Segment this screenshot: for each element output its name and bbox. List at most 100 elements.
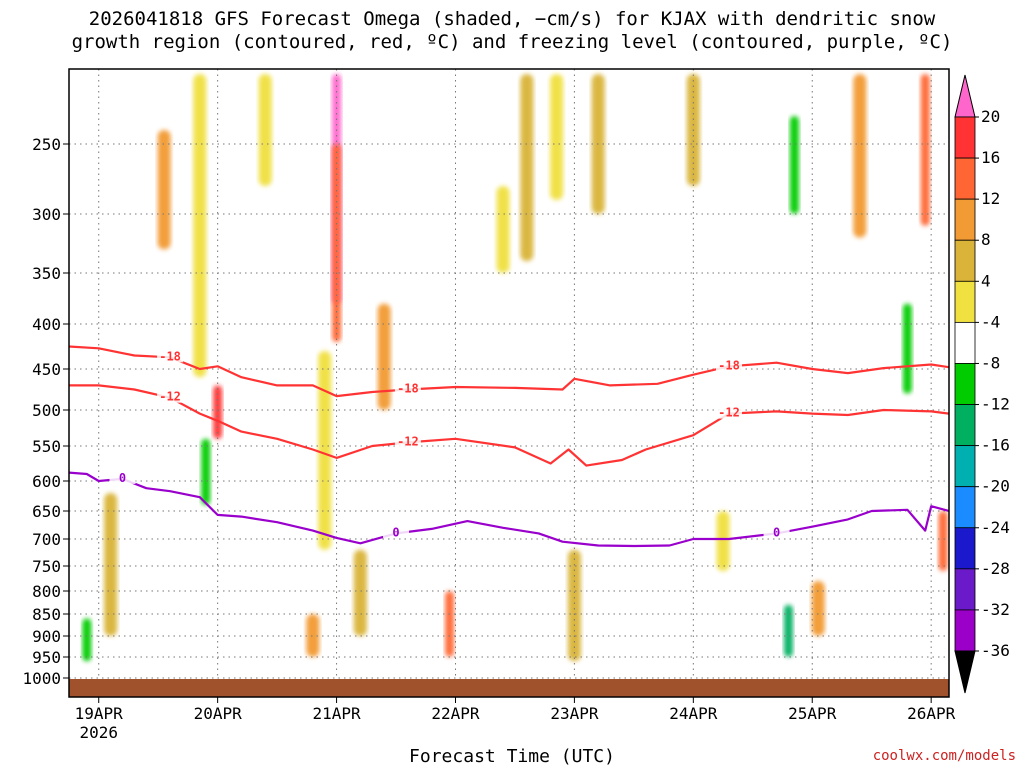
omega-patch-13	[811, 581, 825, 636]
colorbar-swatch-12	[954, 609, 976, 652]
y-tick-label-800: 800	[32, 582, 61, 601]
x-tick-label-2: 21APR	[312, 704, 361, 723]
omega-patch-4	[377, 303, 391, 410]
grid-lines	[69, 69, 949, 697]
contour-label-0-1: -18	[397, 382, 419, 396]
y-tick-label-750: 750	[32, 557, 61, 576]
colorbar-swatch-1	[954, 157, 976, 200]
colorbar-label-9: -20	[981, 477, 1010, 496]
colorbar-top-arrow	[954, 74, 976, 118]
omega-patch-28	[496, 186, 510, 273]
plot-frame	[68, 68, 950, 698]
omega-patch-9	[853, 74, 867, 238]
y-tick-label-550: 550	[32, 437, 61, 456]
y-tick-label-700: 700	[32, 530, 61, 549]
x-tick-label-0: 19APR	[75, 704, 124, 723]
chart-title-line-2: growth region (contoured, red, ºC) and f…	[71, 31, 953, 53]
omega-patch-19	[783, 604, 793, 657]
x-axis: 19APR 20APR 21APR 22APR 23APR 24APR 25APR 26APR…	[75, 697, 956, 742]
omega-patch-22	[318, 351, 332, 550]
y-tick-label-300: 300	[32, 205, 61, 224]
omega-patch-17	[82, 618, 92, 662]
colorbar-swatch-2	[954, 198, 976, 241]
contour-line-2	[69, 471, 949, 548]
contour-line-1	[69, 384, 949, 467]
colorbar-label-4: 4	[981, 271, 991, 290]
y-tick-label-650: 650	[32, 502, 61, 521]
y-tick-label-350: 350	[32, 264, 61, 283]
colorbar-label-7: -12	[981, 395, 1010, 414]
colorbar: 20 16 12 8 4 -4 -8 -12 -16 -20 -24 -28 -32 -36	[954, 74, 1010, 694]
contour-label-1-1: -12	[397, 434, 419, 448]
contour-label-bg	[157, 348, 184, 363]
x-year-label: 2026	[79, 723, 118, 742]
plot-background	[69, 69, 949, 697]
colorbar-label-13: -36	[981, 641, 1010, 660]
y-tick-label-950: 950	[32, 648, 61, 667]
y-tick-label-500: 500	[32, 401, 61, 420]
colorbar-swatch-5	[954, 321, 976, 364]
contour-label-bg	[157, 388, 184, 403]
contour-label-bg	[716, 357, 742, 372]
colorbar-label-0: 20	[981, 107, 1000, 126]
colorbar-label-11: -28	[981, 559, 1010, 578]
colorbar-swatch-6	[954, 363, 976, 405]
omega-patch-23	[550, 74, 564, 200]
colorbar-label-12: -32	[981, 600, 1010, 619]
omega-patch-27	[258, 74, 272, 186]
omega-patch-3	[157, 130, 171, 250]
y-tick-label-1000: 1000	[22, 669, 61, 688]
colorbar-bottom-arrow	[954, 650, 976, 694]
x-tick-label-4: 23APR	[550, 704, 599, 723]
colorbar-label-5: -4	[981, 312, 1000, 331]
omega-patch-11	[353, 549, 367, 636]
colorbar-swatch-9	[954, 486, 976, 529]
colorbar-label-3: 8	[981, 230, 991, 249]
x-axis-title: Forecast Time (UTC)	[409, 746, 615, 767]
y-tick-label-250: 250	[32, 135, 61, 154]
contour-label-1-2: -12	[718, 406, 740, 420]
contour-label-0-0: -18	[159, 349, 181, 363]
colorbar-label-8: -16	[981, 436, 1010, 455]
omega-patch-18	[201, 438, 211, 505]
contour-label-2-2: 0	[773, 525, 780, 539]
contour-label-bg	[716, 404, 742, 419]
omega-patch-21	[789, 116, 799, 214]
contour-label-1-0: -12	[159, 390, 181, 404]
temperature-contours: -18 -18 -18 -12 -12 -12 0 0 0	[69, 345, 949, 548]
contour-label-bg	[109, 469, 136, 484]
y-tick-label-900: 900	[32, 627, 61, 646]
omega-patch-25	[716, 511, 730, 571]
contour-label-bg	[394, 433, 421, 448]
colorbar-label-6: -8	[981, 353, 1000, 372]
x-tick-label-7: 26APR	[907, 704, 956, 723]
colorbar-label-10: -24	[981, 518, 1010, 537]
colorbar-label-2: 12	[981, 189, 1000, 208]
y-tick-label-450: 450	[32, 360, 61, 379]
contour-label-bg	[394, 380, 421, 395]
omega-patch-12	[104, 493, 118, 636]
omega-patch-10	[567, 549, 581, 662]
colorbar-swatch-0	[954, 116, 976, 159]
contour-label-2-1: 0	[392, 525, 399, 539]
contour-label-0-2: -18	[718, 358, 740, 372]
colorbar-label-1: 16	[981, 148, 1000, 167]
x-tick-label-5: 24APR	[669, 704, 718, 723]
contour-label-bg	[763, 524, 790, 539]
x-tick-label-1: 20APR	[194, 704, 243, 723]
omega-patch-5	[445, 591, 455, 657]
omega-shading	[82, 74, 948, 662]
colorbar-swatch-10	[954, 527, 976, 570]
contour-line-0	[69, 345, 949, 398]
colorbar-swatch-3	[954, 239, 976, 282]
colorbar-swatch-7	[954, 404, 976, 447]
omega-patch-26	[193, 74, 207, 378]
y-tick-label-850: 850	[32, 605, 61, 624]
omega-patch-7	[920, 74, 930, 226]
omega-patch-24	[877, 581, 891, 657]
omega-patch-1	[213, 385, 223, 439]
chart-title-line-1: 2026041818 GFS Forecast Omega (shaded, −…	[88, 8, 936, 30]
credit-text: coolwx.com/models	[872, 748, 1016, 764]
colorbar-swatch-4	[954, 280, 976, 323]
